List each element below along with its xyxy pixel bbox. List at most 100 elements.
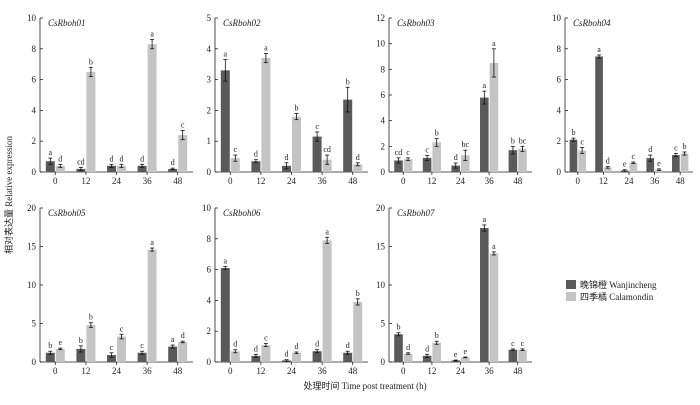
bar xyxy=(147,44,157,172)
significance-label: b xyxy=(435,129,439,138)
x-tick-label: 24 xyxy=(456,176,466,186)
bar xyxy=(55,348,65,362)
significance-label: a xyxy=(325,227,329,236)
bar xyxy=(220,70,230,172)
significance-label: a xyxy=(264,43,268,52)
bar xyxy=(578,150,586,172)
bar xyxy=(508,150,518,172)
panel-title: CsRboh01 xyxy=(48,18,86,28)
significance-label: c xyxy=(674,144,678,153)
y-tick-label: 2 xyxy=(32,136,37,146)
panel-title: CsRboh06 xyxy=(223,208,261,218)
bar xyxy=(312,351,322,362)
significance-label: a xyxy=(597,45,601,54)
significance-label: b xyxy=(397,323,401,332)
significance-label: e xyxy=(623,160,627,169)
significance-label: b xyxy=(511,136,515,145)
bar xyxy=(322,159,332,172)
x-tick-label: 12 xyxy=(427,176,436,186)
bar xyxy=(117,165,126,172)
bar xyxy=(322,240,332,362)
y-tick-label: 0 xyxy=(557,167,562,177)
bar xyxy=(220,268,230,362)
y-tick-label: 2 xyxy=(381,141,386,151)
significance-label: e xyxy=(59,338,63,347)
x-tick-label: 36 xyxy=(318,176,328,186)
bar xyxy=(230,158,240,172)
x-tick-label: 24 xyxy=(456,366,466,376)
significance-label: b xyxy=(48,341,52,350)
significance-label: c xyxy=(580,137,584,146)
significance-label: b xyxy=(435,331,439,340)
x-tick-label: 0 xyxy=(401,176,406,186)
significance-label: b xyxy=(89,57,93,66)
y-tick-label: 0 xyxy=(207,357,212,367)
significance-label: c xyxy=(315,122,319,131)
bar xyxy=(603,167,612,172)
significance-label: d xyxy=(356,153,360,162)
bar xyxy=(432,142,441,172)
y-tick-label: 2 xyxy=(207,105,212,115)
significance-label: c xyxy=(140,341,144,350)
bar xyxy=(178,341,188,362)
significance-label: a xyxy=(224,257,228,266)
y-tick-label: 6 xyxy=(381,90,386,100)
bar xyxy=(422,355,432,362)
significance-label: d xyxy=(58,154,62,163)
y-tick-label: 4 xyxy=(207,44,212,54)
y-tick-label: 6 xyxy=(557,75,562,85)
legend-label-wanjincheng: 晚锦橙 Wanjincheng xyxy=(580,279,657,290)
significance-label: d xyxy=(110,154,114,163)
y-tick-label: 10 xyxy=(27,13,37,23)
significance-label: a xyxy=(49,148,53,157)
x-tick-label: 24 xyxy=(287,176,297,186)
bar xyxy=(480,228,489,362)
x-tick-label: 36 xyxy=(485,176,495,186)
legend: 晚锦橙 Wanjincheng 四季橘 Calamondin xyxy=(566,279,657,302)
bar xyxy=(261,345,271,362)
bar xyxy=(76,348,86,362)
significance-label: d xyxy=(606,157,610,166)
significance-label: a xyxy=(483,215,487,224)
y-tick-label: 0 xyxy=(381,167,386,177)
y-axis-label: 相对表达量 Relative expression xyxy=(3,136,14,254)
y-tick-label: 5 xyxy=(207,13,212,23)
bar xyxy=(508,349,518,362)
y-tick-label: 8 xyxy=(207,234,212,244)
significance-label: a xyxy=(150,238,154,247)
significance-label: a xyxy=(150,30,154,39)
x-tick-label: 48 xyxy=(173,366,183,376)
y-tick-label: 5 xyxy=(32,319,37,329)
significance-label: c xyxy=(264,334,268,343)
bar xyxy=(403,159,413,172)
significance-label: cd xyxy=(77,157,85,166)
significance-label: a xyxy=(224,50,228,59)
significance-label: e xyxy=(454,350,458,359)
significance-label: d xyxy=(648,145,652,154)
bar xyxy=(292,116,301,172)
y-tick-label: 3 xyxy=(207,75,212,85)
significance-label: c xyxy=(521,339,525,348)
bar xyxy=(432,342,441,362)
bar xyxy=(86,325,96,362)
panel-title: CsRboh02 xyxy=(223,18,261,28)
bar xyxy=(147,249,157,362)
significance-label: d xyxy=(254,344,258,353)
significance-label: d xyxy=(181,331,185,340)
y-tick-label: 10 xyxy=(552,13,562,23)
y-tick-label: 4 xyxy=(207,295,212,305)
legend-label-calamondin: 四季橘 Calamondin xyxy=(580,291,654,302)
x-axis-label: 处理时间 Time post treatment (h) xyxy=(303,380,426,391)
significance-label: b xyxy=(683,142,687,151)
y-tick-label: 6 xyxy=(207,265,212,275)
y-tick-label: 0 xyxy=(381,357,386,367)
bar xyxy=(480,97,489,172)
bar xyxy=(489,62,499,172)
y-tick-label: 10 xyxy=(376,39,386,49)
x-tick-label: 36 xyxy=(143,176,153,186)
significance-label: d xyxy=(406,343,410,352)
